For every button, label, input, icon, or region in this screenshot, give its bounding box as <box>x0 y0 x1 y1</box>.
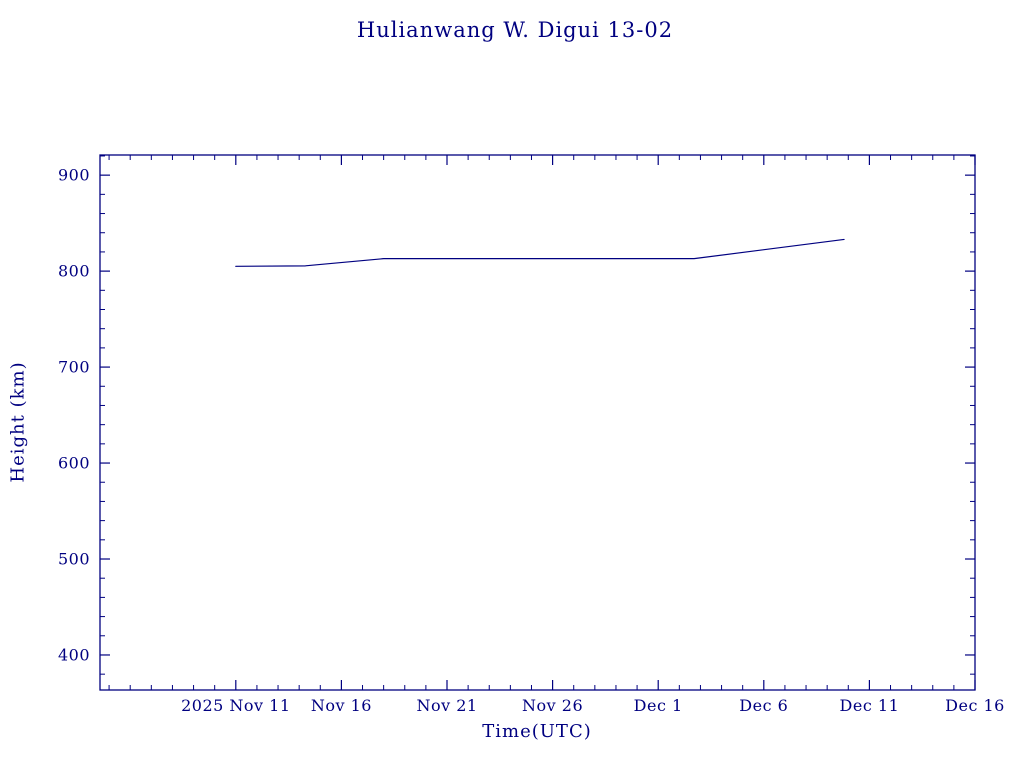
y-tick-label: 800 <box>58 262 90 281</box>
x-tick-label: Dec 6 <box>739 696 788 715</box>
y-tick-label: 500 <box>58 550 90 569</box>
y-tick-label: 700 <box>58 358 90 377</box>
x-tick-label: Nov 21 <box>416 696 477 715</box>
x-tick-label: Nov 16 <box>311 696 372 715</box>
chart-title: Hulianwang W. Digui 13-02 <box>356 18 674 42</box>
y-tick-label: 600 <box>58 454 90 473</box>
plot-frame <box>99 154 976 691</box>
height-line <box>235 238 845 267</box>
x-tick-label: Nov 26 <box>522 696 583 715</box>
x-tick-label: Dec 11 <box>840 696 900 715</box>
y-tick-label: 900 <box>58 166 90 185</box>
y-tick-label: 400 <box>58 645 90 664</box>
x-tick-label: Dec 16 <box>945 696 1005 715</box>
x-tick-label: 2025 Nov 11 <box>181 696 290 715</box>
x-tick-label: Dec 1 <box>634 696 683 715</box>
x-axis-label: Time(UTC) <box>482 721 592 742</box>
